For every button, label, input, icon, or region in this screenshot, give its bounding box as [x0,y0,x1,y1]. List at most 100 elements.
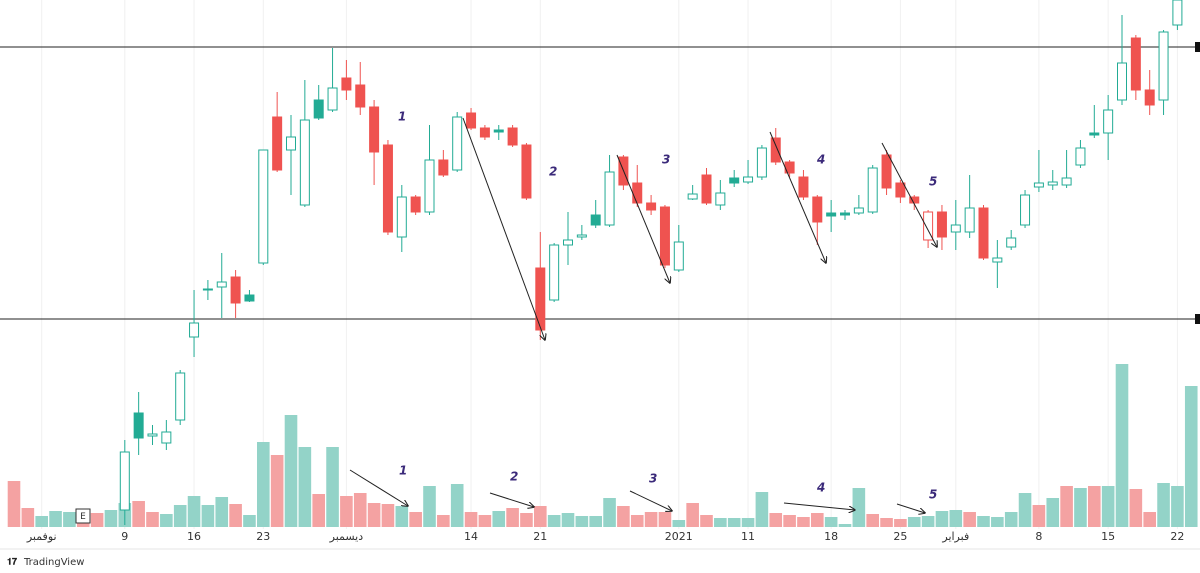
candle-body [369,106,380,153]
candle-body [286,136,296,151]
candle-body [521,144,532,199]
x-tick-label: 18 [824,530,838,543]
candle-body [853,207,864,214]
arrow [629,490,672,511]
event-marker[interactable] [75,508,91,524]
volume-bar [575,516,589,527]
level-handle [1195,42,1200,52]
candle-body [646,202,657,211]
volume-bar [7,481,21,527]
brand-logo: 𝟏𝟕 [7,557,17,568]
volume-bar [797,517,810,527]
annotation: 5 [929,175,937,189]
candle-body [895,182,906,198]
event-marker-label: E [80,512,86,522]
candle-body [175,372,186,421]
plot [0,0,1200,527]
candle-body [382,144,393,233]
candle-body [355,84,366,108]
candle-body [161,431,172,444]
volume-bar [395,506,409,527]
x-tick-label: 8 [1035,530,1042,543]
candle-body [1075,147,1086,166]
volume-bar [589,516,602,527]
volume-bar [1032,505,1046,527]
x-tick-label: 11 [741,530,755,543]
volume-bar [90,513,104,527]
volume-bar [658,512,672,527]
candle-body [992,257,1003,263]
candle-body [119,451,130,511]
candle-body [272,116,283,171]
annotation: 3 [649,472,657,486]
volume-bar [201,505,215,527]
candle-body [881,154,892,189]
x-tick-label: نوفمبر [26,530,57,543]
volume-bar [340,496,353,527]
candle-body [770,137,781,163]
annotation: 3 [662,153,670,167]
volume-bar [353,493,367,527]
candle-body [258,149,269,264]
candle-body [1006,237,1017,248]
candle-body [950,224,961,233]
candle-body [632,182,643,204]
annotation: 1 [399,464,407,478]
volume-bar [1004,512,1018,527]
arrow [783,502,855,510]
volume-bar [741,518,755,527]
volume-bar [1129,489,1143,527]
brand: TradingView [23,557,84,568]
volume-bar [963,512,976,527]
candle-body [1158,31,1169,101]
volume-bar [132,501,145,527]
arrow [616,154,670,283]
volume-bar [381,504,395,527]
volume-bar [160,514,173,527]
volume-bar [949,510,963,527]
volume-bar [907,517,921,527]
volume-bar [686,503,699,527]
candle-body [189,322,200,338]
candle-body [701,174,712,204]
arrow [896,503,925,513]
candle-body [840,212,850,216]
grid: نوفمبر 9 16 23 ديسمبر 14 21 2021 11 18 25 فبراير 8 15… [26,0,1184,543]
candle-body [715,192,726,206]
annotation: 2 [510,470,518,484]
candle-body [341,77,352,91]
volume-bar [630,515,644,527]
volume-bar [492,511,506,527]
candle-body [396,196,407,238]
volume-bar [755,492,769,527]
candle-body [438,159,449,176]
volume-bar [21,508,35,527]
volume-bar [644,512,658,527]
candle-body [1172,0,1183,26]
volume-bar [367,503,381,527]
volume-bar [811,513,824,527]
candle-body [507,127,518,146]
volume-bar [243,515,256,527]
volume-bar [977,516,990,527]
candle-body [563,239,573,246]
candle-body [479,127,490,138]
volume-bar [464,512,478,527]
volume-bar [769,513,783,527]
drawings: 1 2 3 4 5 1 2 3 4 5 [349,110,937,514]
volume-bar [1171,486,1184,527]
level-handle [1195,314,1200,324]
annotation: 4 [816,481,825,495]
volume-bar [229,504,242,527]
volume-bar [866,514,879,527]
candle-body [1020,194,1031,226]
x-tick-label: 9 [121,530,128,543]
candle-body [936,211,947,238]
volume-bar [49,511,62,527]
volume-bar [284,415,298,527]
x-tick-label: 23 [256,530,270,543]
volume-bar [603,498,616,527]
candle-body [756,147,767,178]
volume-bar [1060,486,1073,527]
